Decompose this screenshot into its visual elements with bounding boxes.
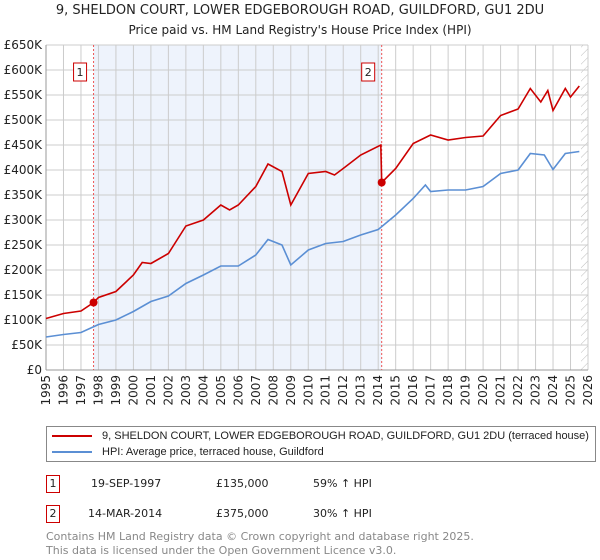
x-tick-label: 1999 <box>109 375 123 406</box>
x-tick-label: 2007 <box>249 375 263 406</box>
chart-subtitle: Price paid vs. HM Land Registry's House … <box>128 23 472 37</box>
x-tick-label: 2011 <box>319 375 333 406</box>
sale-point <box>377 178 386 187</box>
x-tick-label: 2006 <box>231 375 245 406</box>
x-tick-label: 2001 <box>144 375 158 406</box>
y-tick-label: £250K <box>4 238 44 252</box>
x-tick-label: 2026 <box>581 375 595 406</box>
footer-licence: This data is licensed under the Open Gov… <box>46 544 397 557</box>
shaded-period <box>93 45 382 370</box>
x-tick-label: 2010 <box>301 375 315 406</box>
x-tick-label: 2009 <box>284 375 298 406</box>
x-tick-label: 2020 <box>476 375 490 406</box>
y-tick-label: £650K <box>4 38 44 52</box>
x-tick-label: 2015 <box>389 375 403 406</box>
x-tick-label: 2016 <box>406 375 420 406</box>
price-chart: £0 £50K £100K £150K £200K £250K £300K £350K £400… <box>4 38 595 406</box>
y-tick-label: £200K <box>4 263 44 277</box>
x-tick-label: 2022 <box>511 375 525 406</box>
x-tick-label: 2021 <box>494 375 508 406</box>
chart-title: 9, SHELDON COURT, LOWER EDGEBOROUGH ROAD… <box>55 3 545 18</box>
sale-label-box <box>361 62 376 82</box>
y-tick-label: £600K <box>4 63 44 77</box>
footer-copyright: Contains HM Land Registry data © Crown c… <box>46 530 474 543</box>
x-tick-label: 2013 <box>354 375 368 406</box>
x-tick-label: 2004 <box>196 375 210 406</box>
sale-hpi-change: 59% ↑ HPI <box>313 477 372 490</box>
legend-item-hpi: HPI: Average price, terraced house, Guil… <box>52 444 324 460</box>
x-tick-label: 2012 <box>336 375 350 406</box>
x-tick-label: 2025 <box>564 375 578 406</box>
y-tick-label: £550K <box>4 88 44 102</box>
legend-swatch-blue <box>52 451 92 453</box>
x-tick-label: 2002 <box>161 375 175 406</box>
x-tick-label: 1995 <box>39 375 53 406</box>
legend-label: HPI: Average price, terraced house, Guil… <box>102 446 324 458</box>
series-line <box>45 150 580 338</box>
y-tick-label: £150K <box>4 288 44 302</box>
sale-price: £375,000 <box>216 507 269 520</box>
x-tick-label: 2008 <box>266 375 280 406</box>
sale-label-box <box>73 62 88 82</box>
y-tick-label: £50K <box>11 338 43 352</box>
x-tick-label: 2024 <box>546 375 560 406</box>
sale-label: 2 <box>365 66 372 79</box>
x-tick-label: 2017 <box>424 375 438 406</box>
sale-price: £135,000 <box>216 477 269 490</box>
legend-item-property: 9, SHELDON COURT, LOWER EDGEBOROUGH ROAD… <box>52 428 589 444</box>
sale-label: 1 <box>77 66 84 79</box>
y-tick-label: £0 <box>27 363 42 377</box>
x-tick-label: 2005 <box>214 375 228 406</box>
forecast-hatch <box>581 45 588 370</box>
sale-date: 19-SEP-1997 <box>91 477 162 490</box>
y-tick-label: £400K <box>4 163 44 177</box>
x-tick-label: 2019 <box>459 375 473 406</box>
sale-row-1: 1 19-SEP-1997 £135,000 59% ↑ HPI <box>46 475 446 493</box>
x-tick-label: 2000 <box>126 375 140 406</box>
sale-marker-badge: 2 <box>46 505 60 523</box>
x-tick-label: 1998 <box>91 375 105 406</box>
sale-row-2: 2 14-MAR-2014 £375,000 30% ↑ HPI <box>46 505 446 523</box>
x-tick-label: 2014 <box>371 375 385 406</box>
x-tick-label: 1996 <box>56 375 70 406</box>
series-line <box>45 85 580 320</box>
sale-hpi-change: 30% ↑ HPI <box>313 507 372 520</box>
x-tick-label: 2003 <box>179 375 193 406</box>
legend: 9, SHELDON COURT, LOWER EDGEBOROUGH ROAD… <box>46 426 596 462</box>
sale-point <box>89 298 98 307</box>
y-tick-label: £350K <box>4 188 44 202</box>
sale-date: 14-MAR-2014 <box>88 507 163 520</box>
legend-swatch-red <box>52 435 92 437</box>
y-tick-label: £100K <box>4 313 44 327</box>
legend-label: 9, SHELDON COURT, LOWER EDGEBOROUGH ROAD… <box>102 430 589 442</box>
x-tick-label: 1997 <box>74 375 88 406</box>
sale-marker-badge: 1 <box>46 475 60 493</box>
y-tick-label: £500K <box>4 113 44 127</box>
x-tick-label: 2018 <box>441 375 455 406</box>
y-tick-label: £450K <box>4 138 44 152</box>
y-tick-label: £300K <box>4 213 44 227</box>
x-tick-label: 2023 <box>529 375 543 406</box>
